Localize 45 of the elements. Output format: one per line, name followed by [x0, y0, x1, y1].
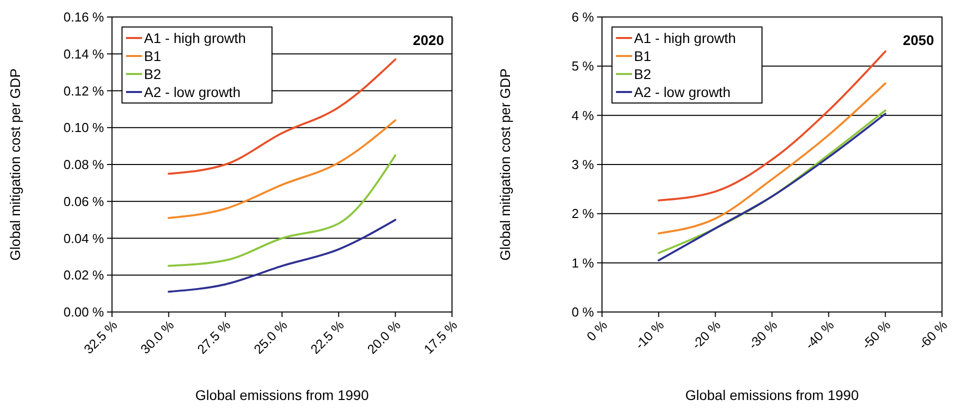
x-tick-label: -10 %: [632, 317, 668, 352]
y-tick-label: 0.12 %: [64, 83, 104, 98]
legend-label: B1: [144, 48, 162, 64]
y-tick-label: 0.00 %: [64, 304, 104, 320]
y-tick-label: 0.04 %: [64, 230, 104, 246]
y-axis-title: Global mitigation cost per GDP: [497, 68, 513, 261]
y-tick-label: 1 %: [572, 255, 594, 270]
x-tick-label: -50 %: [858, 317, 894, 352]
y-tick-label: 6 %: [572, 10, 594, 25]
x-tick-label: 30.0 %: [138, 317, 178, 357]
text: 2050: [902, 32, 934, 48]
legend-label: A2 - low growth: [144, 84, 240, 100]
line-series: [168, 218, 396, 293]
x-tick-label: 20.0 %: [364, 317, 404, 357]
line-series: [658, 50, 886, 202]
line-series: [168, 154, 396, 267]
y-tick-label: 5 %: [572, 58, 594, 74]
y-tick-label: 0.06 %: [64, 194, 104, 209]
y-tick-label: 3 %: [572, 157, 594, 172]
legend-label: A2 - low growth: [634, 84, 730, 100]
legend-label: B2: [634, 66, 652, 82]
x-axis-title: Global emissions from 1990: [195, 387, 369, 403]
x-tick-label: -60 %: [915, 317, 950, 352]
x-tick-label: 25.0 %: [250, 317, 290, 357]
y-tick-label: 0.14 %: [64, 46, 104, 62]
line-series: [168, 119, 396, 219]
y-tick-label: 0.08 %: [64, 157, 104, 172]
y-tick-label: 0.10 %: [64, 120, 104, 136]
y-tick-label: 0.02 %: [64, 268, 104, 283]
legend-label: A1 - high growth: [634, 30, 736, 46]
legend-label: B2: [144, 66, 162, 82]
x-axis-title: Global emissions from 1990: [685, 387, 859, 403]
y-tick-label: 4 %: [572, 108, 594, 123]
y-tick-label: 0 %: [572, 304, 594, 320]
legend-label: B1: [634, 48, 652, 64]
legend-label: A1 - high growth: [144, 30, 246, 46]
y-tick-label: 0.16 %: [64, 10, 104, 25]
x-tick-label: -40 %: [802, 317, 838, 352]
y-tick-label: 2 %: [572, 206, 594, 222]
x-tick-label: -30 %: [745, 317, 780, 352]
x-tick-label: -20 %: [688, 317, 724, 352]
text: 2020: [412, 32, 444, 48]
line-series: [168, 58, 396, 175]
line-series: [658, 82, 886, 234]
y-axis-title: Global mitigation cost per GDP: [7, 68, 23, 261]
